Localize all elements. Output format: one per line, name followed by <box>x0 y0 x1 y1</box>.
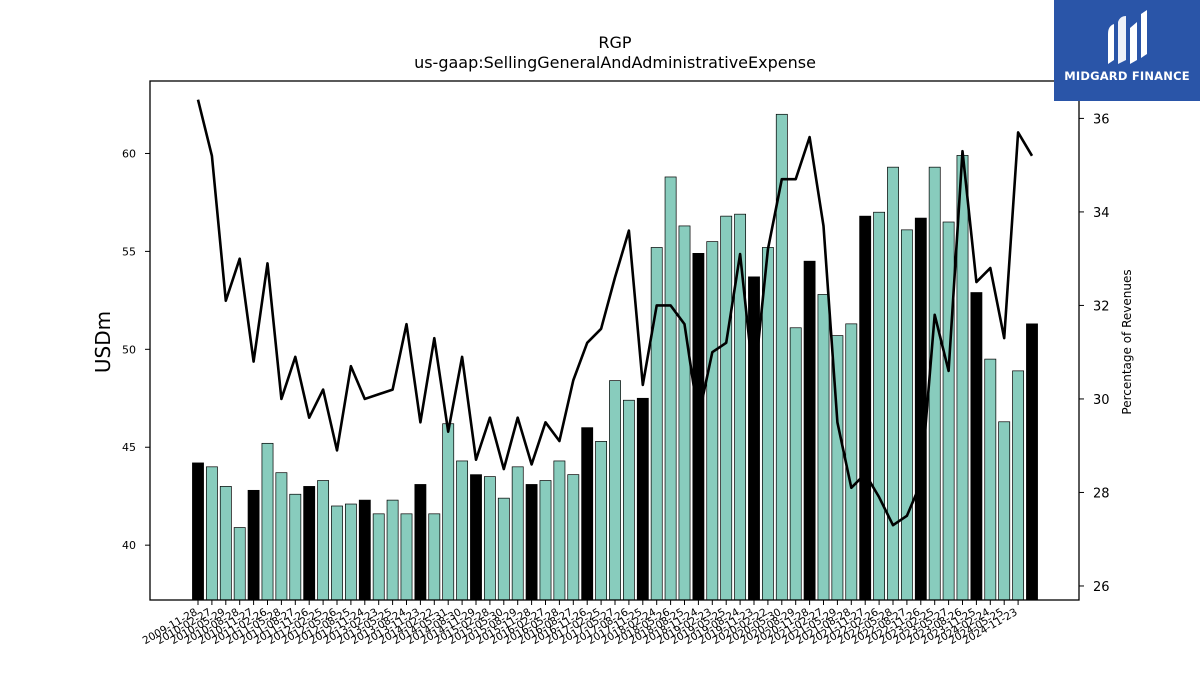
bar <box>942 221 955 601</box>
bar <box>386 499 399 601</box>
line-series-layer <box>196 99 1034 527</box>
bar <box>692 253 705 601</box>
y-tick-label: 50 <box>122 343 136 356</box>
bar <box>706 241 719 601</box>
bar <box>456 460 469 601</box>
bar <box>1026 323 1038 601</box>
bar <box>275 472 288 601</box>
y-right-tick-label: 36 <box>1093 112 1110 127</box>
bar <box>1012 370 1025 601</box>
y-tick-label: 45 <box>122 441 136 454</box>
bar <box>914 217 927 601</box>
bar <box>358 499 371 601</box>
bar <box>400 513 413 601</box>
bar <box>859 215 872 601</box>
bar <box>192 462 204 601</box>
bar <box>497 497 510 601</box>
y-right-tick-label: 32 <box>1093 299 1110 314</box>
bar <box>581 427 594 601</box>
bar <box>303 486 316 601</box>
bar <box>789 327 802 601</box>
logo-text: MIDGARD FINANCE <box>1064 69 1190 83</box>
bar <box>344 503 357 601</box>
midgard-finance-logo: MIDGARD FINANCE <box>1054 0 1200 101</box>
y-right-tick-label: 26 <box>1093 580 1110 595</box>
bar <box>247 489 260 601</box>
bar <box>372 513 385 601</box>
bar <box>511 466 524 601</box>
bar <box>748 276 760 601</box>
bar <box>817 294 830 601</box>
bar <box>442 423 455 601</box>
bar <box>900 229 913 601</box>
bar <box>636 397 649 601</box>
y-axis-label-right: Percentage of Revenues <box>1120 269 1134 414</box>
bar <box>622 399 635 601</box>
bar <box>650 247 663 601</box>
bar <box>205 466 218 601</box>
bar <box>414 484 427 601</box>
y-tick-label: 60 <box>122 147 136 160</box>
bar <box>609 380 621 601</box>
bar <box>720 215 733 601</box>
y-tick-label: 55 <box>122 245 136 258</box>
bar <box>317 480 330 601</box>
chart-title: RGP <box>598 33 632 52</box>
y-right-tick-label: 30 <box>1093 393 1110 408</box>
midgard-m-icon <box>1108 10 1147 64</box>
y-right-tick-label: 28 <box>1093 486 1110 501</box>
bar <box>428 513 441 601</box>
bar <box>678 225 691 601</box>
bar <box>803 260 816 601</box>
bar-series <box>192 113 1038 601</box>
bar <box>553 460 566 601</box>
bar <box>845 323 858 601</box>
bar <box>664 176 677 601</box>
bar <box>331 505 343 601</box>
bar <box>761 247 774 601</box>
axes: 40455055602628303234362009-11-282010-02-… <box>122 80 1110 647</box>
y-axis-label-left: USDm <box>91 311 115 373</box>
bar <box>483 476 496 601</box>
bar <box>539 480 552 601</box>
chart-subtitle: us-gaap:SellingGeneralAndAdministrativeE… <box>414 53 816 72</box>
bar <box>233 527 246 601</box>
y-tick-label: 40 <box>122 539 136 552</box>
bar <box>775 113 788 601</box>
y-right-tick-label: 34 <box>1093 206 1110 221</box>
bar <box>525 484 538 601</box>
bar <box>595 441 608 601</box>
bar <box>998 421 1011 601</box>
bar <box>984 358 997 601</box>
bar <box>928 166 941 601</box>
bar <box>219 486 232 601</box>
percentage-line <box>196 99 1034 527</box>
bar <box>261 442 274 601</box>
bar <box>887 166 899 601</box>
bar <box>873 211 886 601</box>
bar <box>567 474 580 601</box>
bar <box>289 493 302 601</box>
bar <box>970 292 983 601</box>
bar <box>470 474 482 601</box>
